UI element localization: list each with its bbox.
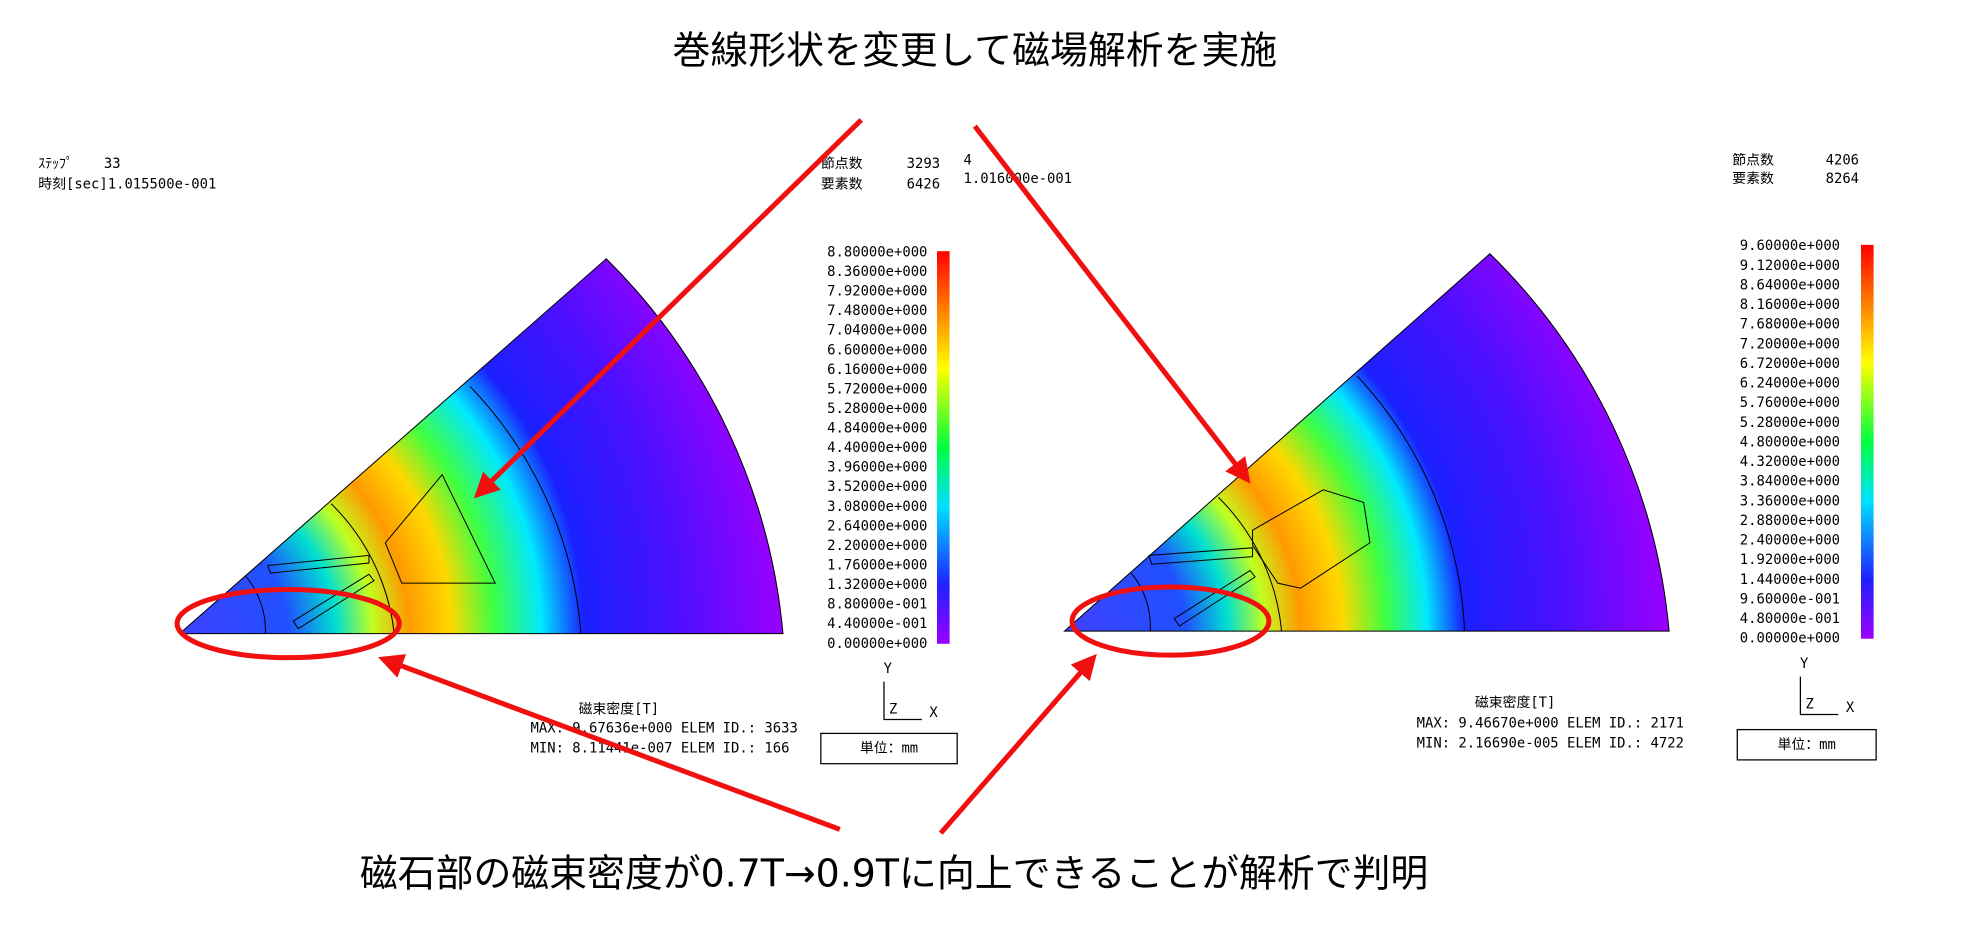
colorbar-label: 5.28000e+000 xyxy=(1740,415,1840,431)
colorbar-label: 9.60000e-001 xyxy=(1740,591,1840,607)
colorbar-label: 1.92000e+000 xyxy=(1740,552,1840,568)
elements: 8264 xyxy=(1826,171,1859,187)
colorbar-label: 3.08000e+000 xyxy=(827,499,927,515)
slide-caption: 磁石部の磁束密度が0.7T→0.9Tに向上できることが解析で判明 xyxy=(360,852,1428,896)
colorbar xyxy=(1860,244,1874,639)
unit: 単位：mm xyxy=(1778,737,1836,753)
elements: 6426 xyxy=(907,176,940,192)
colorbar-label: 9.12000e+000 xyxy=(1740,258,1840,274)
colorbar-label: 3.52000e+000 xyxy=(827,479,927,495)
field-plot xyxy=(178,258,784,635)
time: 時刻[sec]1.015500e-001 xyxy=(38,176,216,192)
unit-box xyxy=(1736,728,1877,761)
node-label: 節点数 xyxy=(1732,151,1774,168)
nodes: 4206 xyxy=(1826,152,1859,168)
colorbar-label: 1.32000e+000 xyxy=(827,577,927,593)
colorbar-label: 7.20000e+000 xyxy=(1740,336,1840,352)
slide-title: 巻線形状を変更して磁場解析を実施 xyxy=(673,29,1278,73)
quantity: 磁束密度[T] xyxy=(1475,694,1556,711)
colorbar-label: 7.48000e+000 xyxy=(827,303,927,319)
colorbar-label: 2.88000e+000 xyxy=(1740,513,1840,529)
overlay-text: 4 xyxy=(963,152,971,168)
axis-z: Z xyxy=(889,701,897,717)
colorbar-label: 5.76000e+000 xyxy=(1740,395,1840,411)
colorbar-label: 2.64000e+000 xyxy=(827,518,927,534)
colorbar-label: 4.40000e+000 xyxy=(827,440,927,456)
colorbar-label: 4.80000e-001 xyxy=(1740,611,1840,627)
field-plot xyxy=(1063,253,1670,632)
quantity: 磁束密度[T] xyxy=(579,700,660,717)
colorbar-label: 5.28000e+000 xyxy=(827,401,927,417)
colorbar-label: 6.72000e+000 xyxy=(1740,356,1840,372)
axis-y: Y xyxy=(1800,656,1809,672)
axis-x: X xyxy=(1846,700,1855,716)
colorbar-label: 8.80000e+000 xyxy=(827,244,927,260)
axis-y: Y xyxy=(884,661,893,677)
min: MIN: 2.16690e-005 ELEM ID.: 4722 xyxy=(1417,735,1684,751)
element-label: 要素数 xyxy=(821,176,863,192)
step: 33 xyxy=(104,156,121,172)
colorbar-label: 8.80000e-001 xyxy=(827,597,927,613)
min: MIN: 8.11441e-007 ELEM ID.: 166 xyxy=(531,741,790,757)
colorbar-label: 5.72000e+000 xyxy=(827,381,927,397)
colorbar-label: 6.16000e+000 xyxy=(827,362,927,378)
axis-triad xyxy=(883,681,922,721)
colorbar-label: 0.00000e+000 xyxy=(827,636,927,652)
axis-z: Z xyxy=(1805,696,1813,712)
colorbar-label: 1.44000e+000 xyxy=(1740,572,1840,588)
colorbar-label: 7.68000e+000 xyxy=(1740,317,1840,333)
colorbar-label: 7.04000e+000 xyxy=(827,323,927,339)
colorbar xyxy=(936,251,950,644)
axis-x: X xyxy=(929,705,938,721)
colorbar-label: 3.36000e+000 xyxy=(1740,493,1840,509)
nodes: 3293 xyxy=(907,156,940,172)
colorbar-label: 2.20000e+000 xyxy=(827,538,927,554)
colorbar-label: 8.36000e+000 xyxy=(827,264,927,280)
colorbar-label: 6.60000e+000 xyxy=(827,342,927,358)
colorbar-label: 3.84000e+000 xyxy=(1740,474,1840,490)
colorbar-label: 4.32000e+000 xyxy=(1740,454,1840,470)
colorbar-label: 6.24000e+000 xyxy=(1740,376,1840,392)
colorbar-label: 4.84000e+000 xyxy=(827,421,927,437)
element-label: 要素数 xyxy=(1732,171,1774,187)
unit: 単位：mm xyxy=(860,741,918,757)
axis-triad xyxy=(1799,676,1839,716)
node-label: 節点数 xyxy=(821,155,863,172)
colorbar-label: 8.64000e+000 xyxy=(1740,277,1840,293)
annotations xyxy=(174,118,1272,835)
colorbar-label: 4.40000e-001 xyxy=(827,616,927,632)
colorbar-label: 2.40000e+000 xyxy=(1740,533,1840,549)
step-label: ｽﾃｯﾌﾟ xyxy=(38,156,73,172)
colorbar-label: 8.16000e+000 xyxy=(1740,297,1840,313)
colorbar-label: 0.00000e+000 xyxy=(1740,631,1840,647)
colorbar-label: 9.60000e+000 xyxy=(1740,238,1840,254)
colorbar-label: 1.76000e+000 xyxy=(827,558,927,574)
unit-box xyxy=(820,732,958,765)
colorbar-label: 4.80000e+000 xyxy=(1740,434,1840,450)
colorbar-label: 7.92000e+000 xyxy=(827,284,927,300)
max: MAX: 9.67636e+000 ELEM ID.: 3633 xyxy=(531,720,798,736)
max: MAX: 9.46670e+000 ELEM ID.: 2171 xyxy=(1417,715,1684,731)
colorbar-label: 3.96000e+000 xyxy=(827,460,927,476)
